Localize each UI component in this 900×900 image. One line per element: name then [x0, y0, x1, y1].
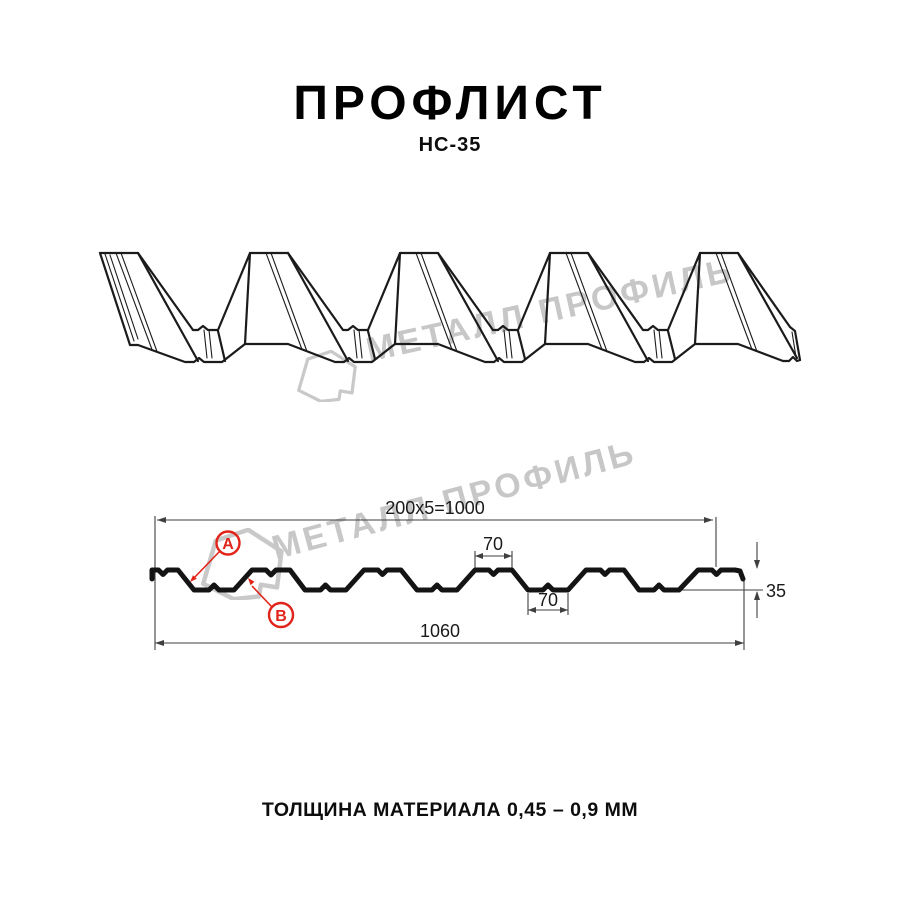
thickness-note: ТОЛЩИНА МАТЕРИАЛА 0,45 – 0,9 ММ	[261, 799, 639, 821]
callout-b-arrowhead	[248, 578, 255, 586]
dim-overall-width-label: 1060	[420, 621, 460, 641]
callout-b-arrow	[251, 585, 273, 608]
callout-a-arrowhead	[190, 575, 197, 582]
profile-cross-section: 200x5=1000 70 70 35 1060 A B	[149, 498, 786, 650]
dim-pitch-label: 200x5=1000	[385, 498, 485, 518]
callout-a: A	[190, 530, 241, 582]
profile-3d-outline	[98, 251, 802, 364]
metall-profil-logo-icon	[297, 350, 357, 402]
dim-height-label: 35	[766, 581, 786, 601]
callout-b-label: B	[275, 608, 287, 625]
callout-b-circle	[267, 601, 295, 629]
callout-a-label: A	[222, 536, 234, 553]
profile-3d-groove-lines	[104, 252, 797, 359]
callout-b: B	[248, 578, 295, 629]
dim-valley-width-label: 70	[538, 590, 558, 610]
profile-model-subtitle: НС-35	[418, 134, 482, 156]
dimension-lines	[154, 516, 763, 650]
page-title: ПРОФЛИСТ	[293, 77, 607, 130]
watermark: МЕТАЛЛ ПРОФИЛЬ	[190, 433, 660, 628]
callout-a-arrow	[192, 550, 221, 580]
dimension-arrowheads	[155, 517, 760, 646]
profile-outline	[149, 567, 746, 593]
watermark: МЕТАЛЛ ПРОФИЛЬ	[283, 251, 743, 412]
dim-crest-width-label: 70	[483, 534, 503, 554]
profile-3d-view	[98, 251, 802, 364]
callout-a-circle	[215, 530, 241, 556]
metall-profil-logo-icon	[200, 528, 284, 600]
